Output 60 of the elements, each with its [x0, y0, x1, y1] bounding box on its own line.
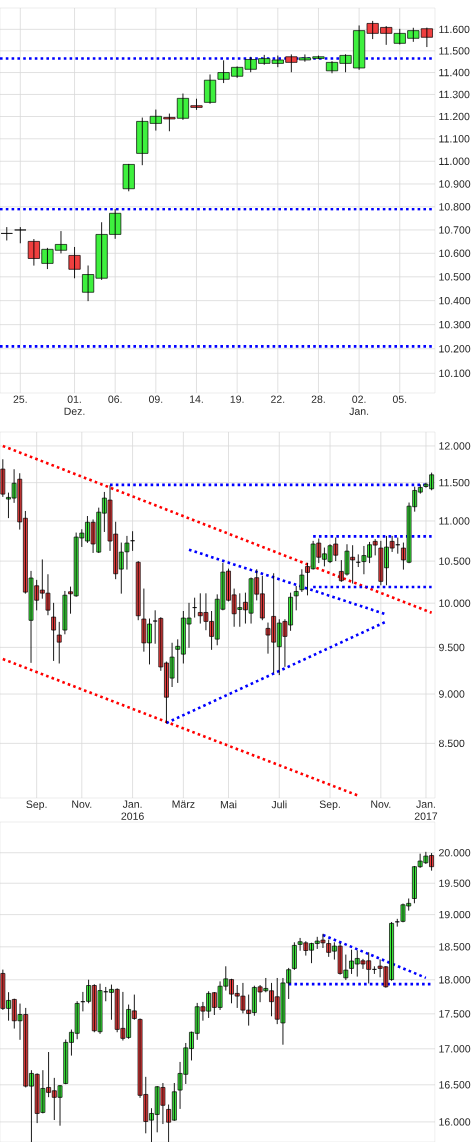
- y-tick-label: 11.200: [439, 112, 470, 121]
- y-tick-label: 11.100: [439, 135, 470, 143]
- x-tick-label: Mai: [220, 800, 237, 809]
- x-tick-label: 14.: [190, 395, 203, 403]
- y-tick-label: 9.000: [439, 690, 465, 698]
- x-tick-label: 19.: [230, 395, 244, 403]
- y-tick-label: 10.600: [439, 249, 471, 258]
- y-tick-label: 16.000: [439, 1118, 471, 1126]
- candlestick: [0, 227, 13, 241]
- x-tick-label: Sep.: [319, 800, 340, 811]
- y-tick-label: 10.000: [439, 599, 471, 607]
- y-tick-label: 11.000: [439, 517, 470, 525]
- candlestick: [68, 247, 81, 279]
- x-tick-label: Nov.: [72, 800, 92, 808]
- y-tick-label: 19.500: [439, 879, 471, 887]
- y-tick-label: 20.000: [439, 849, 471, 857]
- x-tick-label: 02. Jan.: [349, 395, 369, 415]
- candlestick: [14, 227, 27, 244]
- y-tick-label: 17.000: [439, 1045, 471, 1053]
- candlestick: [122, 163, 135, 192]
- x-tick-label: 01. Dez.: [64, 395, 85, 415]
- y-tick-label: 10.700: [439, 226, 471, 234]
- x-tick-label: März: [172, 800, 195, 808]
- y-tick-label: 12.000: [439, 442, 471, 450]
- y-tick-label: 19.000: [439, 910, 471, 919]
- x-tick-label: 06.: [108, 395, 122, 403]
- y-tick-label: 10.900: [439, 180, 471, 188]
- y-tick-label: 11.300: [439, 90, 470, 99]
- y-tick-label: 16.500: [439, 1081, 471, 1089]
- y-tick-label: 10.300: [439, 320, 471, 329]
- y-tick-label: 9.500: [439, 643, 465, 652]
- x-tick-label: 05.: [392, 395, 407, 403]
- x-tick-label: Juli: [271, 800, 287, 809]
- y-tick-label: 17.500: [439, 1010, 471, 1018]
- y-tick-label: 11.600: [439, 25, 470, 34]
- x-tick-label: Sep.: [26, 800, 47, 811]
- y-tick-label: 10.500: [439, 557, 471, 565]
- candlestick: [293, 585, 299, 611]
- y-tick-label: 10.800: [439, 203, 471, 211]
- candlestick: [51, 602, 56, 661]
- x-tick-label: Nov.: [371, 800, 391, 808]
- y-tick-label: 10.200: [439, 345, 471, 353]
- candlestick: [56, 621, 62, 664]
- y-tick-label: 11.500: [439, 478, 470, 487]
- y-tick-label: 10.100: [439, 369, 471, 378]
- y-tick-label: 11.000: [439, 157, 470, 165]
- x-tick-label: 09.: [148, 395, 163, 403]
- x-tick-label: Jan. 2017: [414, 800, 438, 820]
- y-tick-label: 10.500: [439, 273, 471, 281]
- y-tick-label: 11.500: [439, 47, 470, 55]
- y-tick-label: 11.400: [439, 68, 470, 77]
- x-tick-label: Jan. 2016: [121, 800, 144, 820]
- x-tick-label: 28.: [311, 395, 325, 403]
- y-tick-label: 8.500: [438, 739, 465, 748]
- x-tick-label: 22.: [271, 395, 285, 403]
- y-tick-label: 18.500: [439, 943, 471, 951]
- y-tick-label: 18.000: [439, 976, 471, 984]
- y-tick-label: 10.400: [439, 296, 471, 305]
- x-tick-label: 25.: [13, 395, 27, 403]
- candlestick: [0, 459, 6, 497]
